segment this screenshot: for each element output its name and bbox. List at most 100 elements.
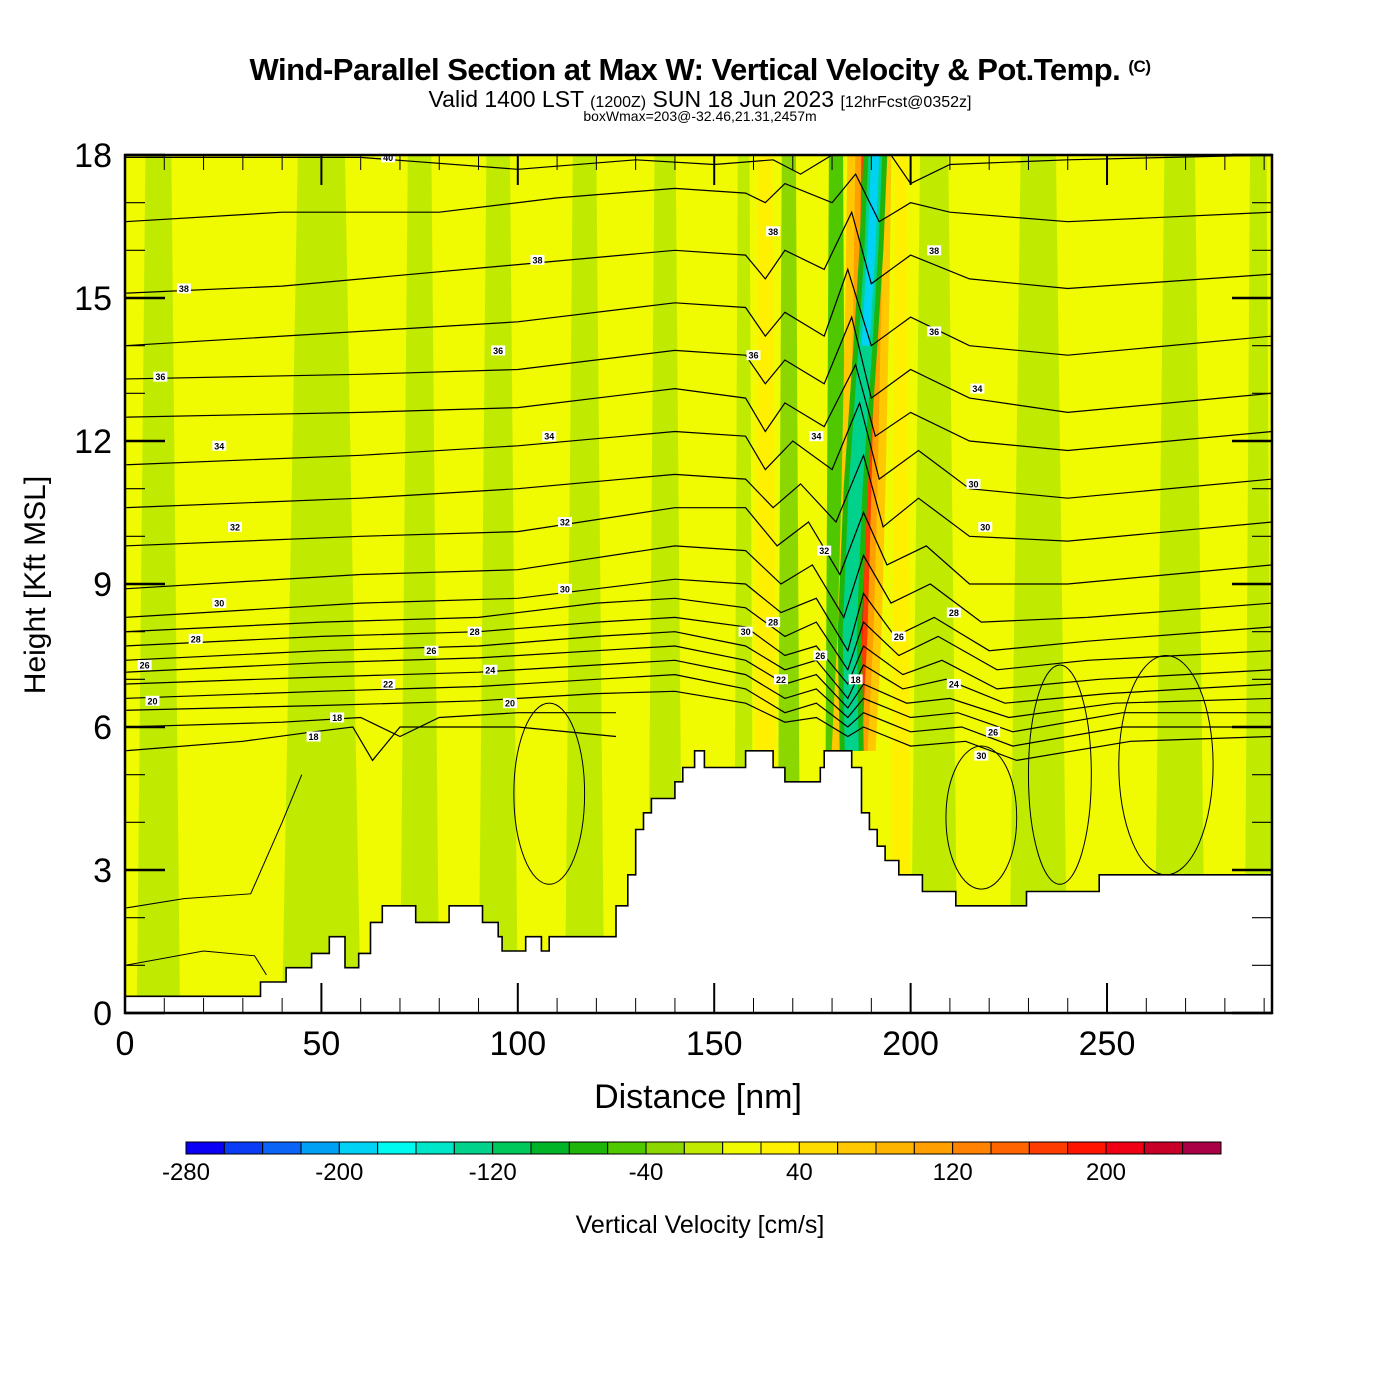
colorbar-swatch — [1182, 1141, 1222, 1155]
colorbar-swatch — [185, 1141, 225, 1155]
isentrope-line — [125, 659, 1272, 733]
isentrope-line — [125, 712, 616, 738]
colorbar-swatch — [1028, 1141, 1069, 1155]
isentrope-label-bg — [809, 431, 824, 442]
isentrope-label-bg — [773, 674, 788, 685]
w-band — [517, 155, 565, 1013]
colorbar-swatch — [1067, 1141, 1107, 1155]
isentrope-label-bg — [557, 583, 572, 594]
colorbar-swatch — [453, 1141, 494, 1155]
isentrope-label: 28 — [191, 634, 201, 644]
terrain — [124, 749, 1273, 1014]
y-tick-label: 0 — [93, 995, 112, 1033]
isentrope-label-bg — [970, 383, 985, 394]
isentrope-label: 22 — [776, 675, 786, 685]
x-tick-label: 200 — [882, 1025, 939, 1063]
isentrope-label-bg — [946, 679, 961, 690]
w-band — [439, 155, 479, 1013]
colorbar-tick-label: 40 — [786, 1159, 813, 1186]
downdraft-core — [842, 155, 883, 751]
colorbar-swatch — [607, 1141, 647, 1155]
isentrope-label-bg — [153, 371, 168, 382]
w-band — [910, 155, 958, 1013]
isentrope-label-bg — [966, 478, 981, 489]
isentrope-label: 38 — [179, 284, 189, 294]
chart-title: Wind-Parallel Section at Max W: Vertical… — [0, 52, 1400, 88]
terrain-polygon — [124, 749, 1273, 1014]
colorbar-swatch — [377, 1141, 417, 1155]
isentrope-label-bg — [188, 633, 203, 644]
isentrope-line — [125, 173, 1272, 223]
colorbar-swatch — [530, 1141, 570, 1155]
isentrope-line — [125, 726, 617, 762]
isentrope-label-bg — [927, 245, 942, 256]
isentrope-line — [125, 453, 1272, 542]
colorbar-tick-label: -120 — [469, 1159, 517, 1186]
colorbar-swatch — [760, 1141, 800, 1155]
colorbar-swatch — [798, 1141, 839, 1155]
isentrope-label-bg — [424, 645, 439, 656]
colorbar-swatch — [568, 1141, 609, 1155]
isentrope-label: 34 — [972, 384, 982, 394]
colorbar: -280 -200 -120 -40 40 120 200 — [162, 1141, 1222, 1186]
colorbar-swatch — [722, 1141, 762, 1155]
isentrope-label-bg — [978, 521, 993, 532]
isentrope-label-bg — [557, 517, 572, 528]
isentrope-line — [125, 690, 1272, 762]
isentrope-label-bg — [227, 521, 242, 532]
valid-date: SUN 18 Jun 2023 — [652, 86, 835, 112]
isentrope-label: 36 — [493, 346, 503, 356]
x-tick-label: 250 — [1079, 1025, 1136, 1063]
isentrope-label: 18 — [309, 732, 319, 742]
isentrope-label-bg — [891, 631, 906, 642]
isentrope-label: 36 — [155, 372, 165, 382]
copyright-mark: (C) — [1128, 57, 1151, 76]
isentrope-label-bg — [946, 607, 961, 618]
w-band — [890, 155, 911, 1013]
colorbar-swatch — [952, 1141, 992, 1155]
isentrope-label-bg — [542, 431, 557, 442]
colorbar-tick-label: 200 — [1086, 1159, 1126, 1186]
title-text: Wind-Parallel Section at Max W: Vertical… — [249, 52, 1121, 87]
isentrope-label-bg — [306, 731, 321, 742]
isentrope-label: 28 — [470, 627, 480, 637]
colorbar-tick-label: -280 — [162, 1159, 210, 1186]
isentrope-line — [125, 315, 1272, 414]
y-tick-label: 15 — [74, 280, 112, 318]
isentrope-label: 32 — [819, 546, 829, 556]
y-tick-label: 18 — [74, 137, 112, 175]
w-band — [1154, 155, 1206, 1013]
isentrope-line — [125, 578, 1272, 653]
isentrope-label: 24 — [949, 680, 959, 690]
x-tick-label: 100 — [489, 1025, 546, 1063]
colorbar-swatch — [300, 1141, 340, 1155]
w-contour-loop — [1027, 664, 1092, 885]
w-contour-line — [125, 950, 267, 976]
downdraft-max — [861, 155, 880, 346]
colorbar-swatch — [645, 1141, 685, 1155]
isentrope-label: 34 — [214, 441, 224, 451]
isentrope-label: 30 — [560, 584, 570, 594]
isentrope-label-bg — [381, 679, 396, 690]
colorbar-swatch — [837, 1141, 877, 1155]
isentrope-label: 26 — [988, 727, 998, 737]
isentrope-label-bg — [212, 440, 227, 451]
forecast-info: [12hrFcst@0352z] — [840, 94, 972, 111]
isentrope-label: 28 — [768, 618, 778, 628]
isentrope-label-bg — [483, 664, 498, 675]
isentrope-label: 30 — [976, 751, 986, 761]
isentrope-label: 34 — [811, 432, 821, 442]
colorbar-swatch — [262, 1141, 302, 1155]
isentrope-label-bg — [145, 695, 160, 706]
y-tick-label: 6 — [93, 709, 112, 747]
y-axis-label: Height [Kft MSL] — [19, 476, 52, 694]
y-tick-label: 9 — [93, 566, 112, 604]
colorbar-swatch — [492, 1141, 532, 1155]
isentrope-line — [125, 645, 1272, 719]
w-band — [1067, 155, 1155, 1013]
isentrope-label-bg — [502, 698, 517, 709]
isentrope-label: 22 — [383, 680, 393, 690]
isentrope-label: 30 — [968, 479, 978, 489]
